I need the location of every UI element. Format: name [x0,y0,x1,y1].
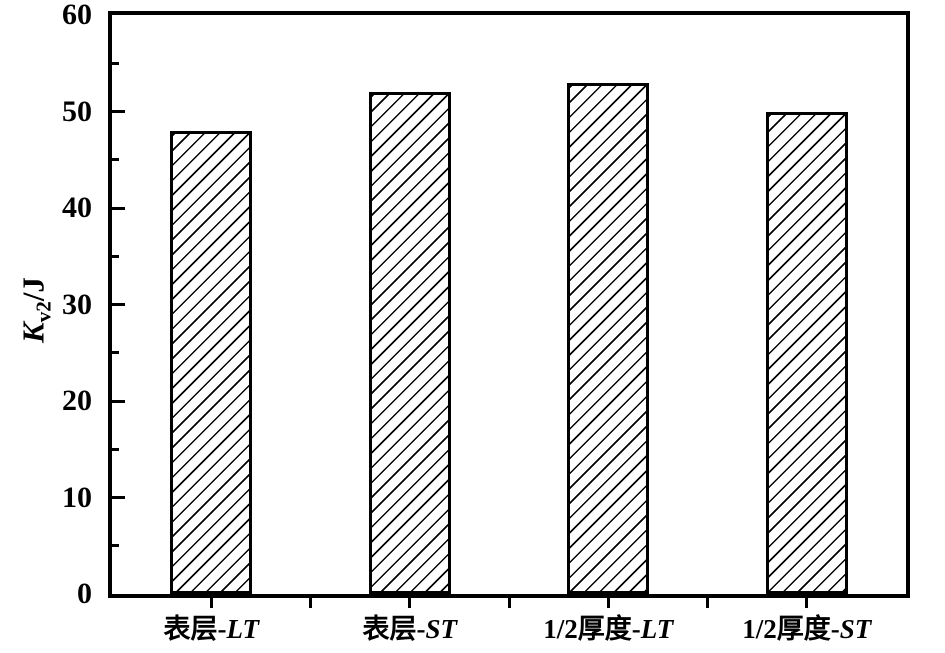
x-tick-label-suffix: LT [640,614,674,644]
y-axis-title-unit: /J [15,277,51,302]
y-axis-title: Kv2/J [15,277,56,343]
bar-1 [170,130,253,594]
y-major-tick [112,110,125,113]
y-major-tick [112,303,125,306]
y-tick-label: 10 [62,480,92,514]
bar-4 [765,111,848,594]
y-minor-tick [112,158,119,162]
y-minor-tick [112,351,119,355]
y-tick-label: 40 [62,191,92,224]
y-tick-label: 30 [62,287,92,321]
x-tick-label-text: 表层- [362,614,426,644]
x-tick [309,598,312,608]
x-tick-label-text: 表层- [163,614,227,644]
bar-3 [567,82,650,594]
y-major-tick [112,399,125,403]
x-tick-label-suffix: ST [425,614,458,644]
x-tick [209,598,213,608]
y-axis-title-symbol: K [15,322,51,343]
plot-area [108,11,910,608]
y-major-tick [112,496,125,499]
y-minor-tick [112,447,119,451]
x-tick-label-text: 1/2厚度- [543,614,641,644]
y-tick-label: 60 [62,0,92,31]
y-major-tick [112,206,125,210]
x-tick [805,598,809,608]
y-tick-label: 50 [62,94,92,128]
y-minor-tick [112,544,119,548]
y-tick-label: 0 [77,577,92,610]
y-tick-label: 20 [62,384,92,417]
x-tick [606,598,610,608]
x-tick-label: 1/2厚度-ST [742,613,871,645]
x-tick [408,598,412,608]
x-tick-label: 表层-ST [362,613,457,645]
y-minor-tick [112,254,119,258]
x-tick [507,598,511,608]
x-tick-label-suffix: LT [226,614,260,644]
x-tick-label-text: 1/2厚度- [742,614,840,644]
y-minor-tick [112,61,119,65]
x-tick-label-suffix: ST [839,614,872,644]
x-tick-label: 1/2厚度-LT [543,613,673,645]
bar-2 [368,92,451,594]
y-axis-title-subscript: v2 [31,301,56,323]
x-tick-label: 表层-LT [164,613,260,645]
x-tick [706,598,709,608]
